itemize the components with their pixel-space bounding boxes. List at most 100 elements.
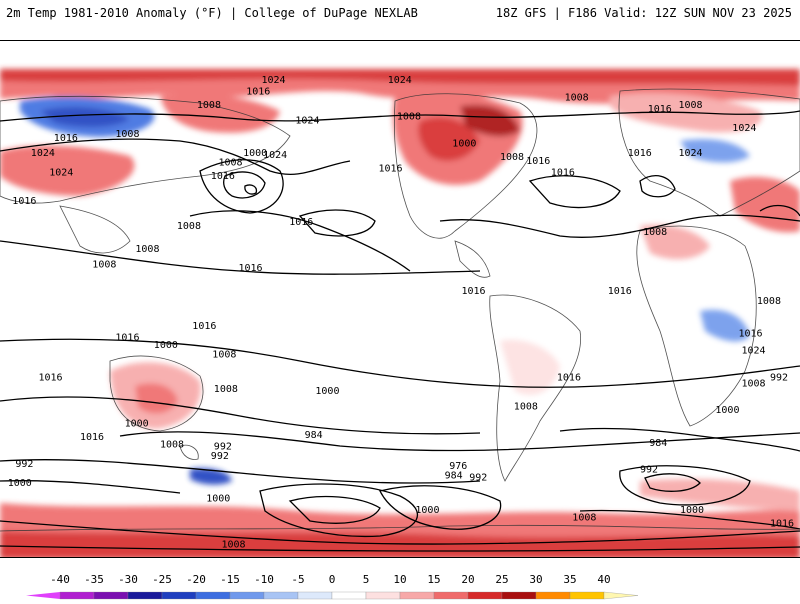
- isobar-label: 1016: [192, 321, 216, 332]
- isobar-label: 1000: [415, 505, 439, 516]
- isobar-label: 1016: [239, 263, 263, 274]
- isobar-label: 1016: [115, 332, 139, 343]
- isobar-label: 984: [445, 470, 463, 481]
- isobar-label: 984: [649, 438, 667, 449]
- isobar-label: 1016: [739, 329, 763, 340]
- isobar-label: 1024: [732, 123, 756, 134]
- isobar-label: 1000: [315, 386, 339, 397]
- isobar-label: 1008: [212, 350, 236, 361]
- isobar-label: 992: [214, 442, 232, 453]
- isobar-label: 1000: [243, 148, 267, 159]
- colorbar-tick-label: -25: [152, 573, 172, 586]
- isobar-label: 1000: [8, 478, 32, 489]
- isobar-label: 1008: [222, 540, 246, 551]
- isobar-label: 1016: [526, 156, 550, 167]
- colorbar-tick-label: -20: [186, 573, 206, 586]
- colorbar-tick-label: 15: [427, 573, 440, 586]
- isobar-label: 1000: [154, 340, 178, 351]
- colorbar-tick-label: -15: [220, 573, 240, 586]
- isobar-label: 1024: [295, 116, 319, 127]
- isobar-label: 1008: [214, 384, 238, 395]
- colorbar-swatch: [433, 591, 469, 600]
- colorbar-tick-label: -30: [118, 573, 138, 586]
- colorbar-swatch: [365, 591, 401, 600]
- isobar-label: 1008: [197, 100, 221, 111]
- isobar-label: 1016: [557, 373, 581, 384]
- isobar-label: 1008: [679, 100, 703, 111]
- isobar-label: 1016: [39, 373, 63, 384]
- isobar-label: 1016: [54, 133, 78, 144]
- colorbar-tick-label: 10: [393, 573, 406, 586]
- colorbar-swatch: [59, 591, 95, 600]
- colorbar-tick-label: -5: [291, 573, 304, 586]
- isobar-label: 1024: [679, 148, 703, 159]
- map-canvas: 1024101610241008101610241008102410161016…: [0, 41, 800, 557]
- isobar-label: 1000: [206, 493, 230, 504]
- colorbar-swatch: [127, 591, 163, 600]
- colorbar-swatch: [297, 591, 333, 600]
- colorbar-swatch: [501, 591, 537, 600]
- colorbar-max-arrow: [603, 591, 639, 600]
- isobar-label: 1024: [742, 346, 766, 357]
- isobar-label: 1016: [608, 286, 632, 297]
- isobar-label: 1008: [500, 152, 524, 163]
- isobar-label: 1024: [388, 75, 412, 86]
- colorbar-swatch: [399, 591, 435, 600]
- isobar-label: 1008: [115, 129, 139, 140]
- colorbar-swatch: [93, 591, 129, 600]
- colorbar-swatch: [229, 591, 265, 600]
- isobar-label: 1016: [246, 87, 270, 98]
- isobar-label: 1008: [92, 259, 116, 270]
- isobar-label: 1024: [49, 167, 73, 178]
- isobar-label: 1016: [12, 196, 36, 207]
- colorbar-tick-label: 35: [563, 573, 576, 586]
- isobar-label: 1008: [757, 296, 781, 307]
- colorbar-tick-label: 40: [597, 573, 610, 586]
- isobar-label: 1000: [715, 405, 739, 416]
- isobar-label: 1008: [177, 221, 201, 232]
- colorbar-min-arrow: [26, 592, 60, 599]
- isobar-label: 1008: [514, 401, 538, 412]
- isobar-label: 1016: [462, 286, 486, 297]
- chart-title: 2m Temp 1981-2010 Anomaly (°F) | College…: [6, 6, 418, 20]
- colorbar-tick-label: 20: [461, 573, 474, 586]
- isobar-label: 1016: [551, 167, 575, 178]
- colorbar-tick-label: 30: [529, 573, 542, 586]
- colorbar-tick-label: -10: [254, 573, 274, 586]
- isobar-label: 1016: [628, 148, 652, 159]
- isobar-label: 992: [640, 465, 658, 476]
- anomaly-map[interactable]: 1024 1016 1024 1008 1016 1024 1008 1024 1016 1016…: [0, 40, 800, 558]
- isobar-label: 1016: [648, 104, 672, 115]
- isobar-label: 992: [15, 459, 33, 470]
- colorbar-tick-label: -35: [84, 573, 104, 586]
- colorbar-tick-label: 5: [363, 573, 370, 586]
- isobar-label: 992: [770, 373, 788, 384]
- colorbar-swatch: [331, 591, 367, 600]
- isobar-label: 1000: [452, 139, 476, 150]
- anomaly-colorbar: -40 -35 -30 -25 -20 -15 -10 -5 0 5 10 15 20 25 30 35 40: [0, 560, 800, 600]
- isobar-label: 992: [211, 451, 229, 462]
- colorbar-tick-label: 0: [329, 573, 336, 586]
- isobar-label: 976: [449, 461, 467, 472]
- isobar-label: 1008: [643, 227, 667, 238]
- isobar-lines: [0, 110, 800, 552]
- isobar-label: 1000: [680, 505, 704, 516]
- isobar-label: 1008: [160, 440, 184, 451]
- isobar-label: 1008: [219, 158, 243, 169]
- isobar-label: 1016: [289, 217, 313, 228]
- model-run-info: 18Z GFS | F186 Valid: 12Z SUN NOV 23 202…: [495, 6, 792, 20]
- colorbar-tick-label: 25: [495, 573, 508, 586]
- isobar-label: 1008: [565, 93, 589, 104]
- colorbar-swatch: [467, 591, 503, 600]
- colorbar-swatch: [535, 591, 571, 600]
- isobar-label: 1016: [211, 171, 235, 182]
- colorbar-swatch: [161, 591, 197, 600]
- isobar-label: 984: [305, 430, 323, 441]
- isobar-label: 1016: [379, 164, 403, 175]
- colorbar-swatch: [195, 591, 231, 600]
- colorbar-swatch: [569, 591, 605, 600]
- isobar-label: 1008: [572, 513, 596, 524]
- isobar-label: 1016: [770, 518, 794, 529]
- isobar-label: 1008: [397, 112, 421, 123]
- colorbar-tick-label: -40: [50, 573, 70, 586]
